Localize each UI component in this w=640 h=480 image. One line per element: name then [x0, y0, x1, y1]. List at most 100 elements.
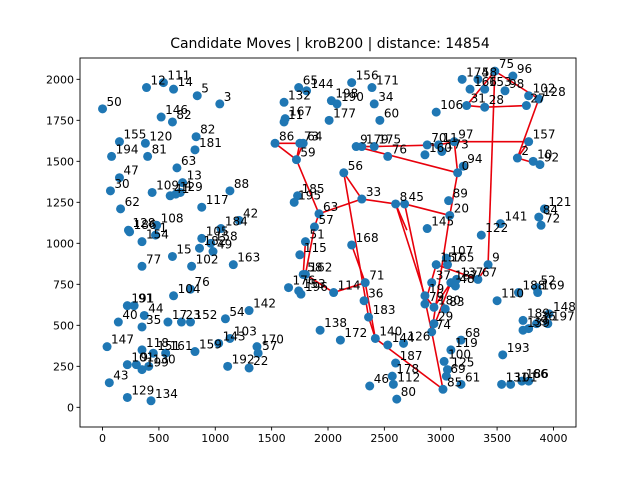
city-label-134: 37	[436, 269, 451, 283]
y-tick-label-7: 1750	[46, 114, 74, 127]
city-label-96: 8	[400, 190, 408, 204]
city-label-0: 50	[107, 95, 122, 109]
city-label-69: 134	[155, 387, 178, 401]
city-label-187: 186	[526, 367, 549, 381]
city-label-101: 58	[307, 260, 322, 274]
city-point-81	[375, 115, 385, 125]
city-point-90	[383, 151, 393, 161]
city-label-48: 23	[185, 308, 200, 322]
city-point-184	[498, 350, 508, 360]
city-point-170	[536, 220, 546, 230]
route-edge-17	[355, 145, 458, 174]
city-point-143	[429, 319, 439, 329]
city-label-76: 171	[376, 74, 399, 88]
city-label-149: 69	[450, 362, 465, 376]
city-point-3	[169, 84, 179, 94]
city-label-83: 73	[304, 129, 319, 143]
city-label-129: 145	[431, 215, 454, 229]
city-label-20: 4	[184, 178, 192, 192]
city-label-47: 17	[172, 308, 187, 322]
city-point-68	[122, 392, 132, 402]
city-point-27	[125, 227, 135, 237]
city-label-70: 65	[303, 74, 318, 88]
city-point-28	[151, 230, 161, 240]
city-label-171: 141	[504, 210, 527, 224]
city-label-33: 158	[215, 229, 238, 243]
city-label-78: 167	[289, 105, 312, 119]
city-label-31: 184	[225, 215, 248, 229]
city-label-85: 59	[300, 146, 315, 160]
city-point-22	[225, 186, 235, 196]
city-point-65	[223, 361, 233, 371]
city-point-72	[279, 97, 289, 107]
city-label-52: 147	[111, 333, 134, 347]
city-label-143: 29	[438, 310, 453, 324]
city-point-46	[137, 322, 147, 332]
city-label-114: 126	[408, 329, 431, 343]
city-label-169: 84	[543, 203, 558, 217]
city-point-139	[420, 291, 430, 301]
city-label-71: 144	[311, 77, 334, 91]
city-point-71	[302, 86, 312, 96]
y-tick-label-4: 1000	[46, 237, 74, 250]
route-edge-42	[484, 104, 527, 108]
city-point-23	[116, 204, 126, 214]
city-label-186: 101	[515, 370, 538, 384]
city-point-119	[392, 394, 402, 404]
city-point-60	[253, 348, 263, 358]
city-label-5: 3	[224, 90, 232, 104]
route-edge-32	[433, 282, 452, 308]
city-point-96	[391, 199, 401, 209]
city-label-66: 22	[253, 354, 268, 368]
route-edge-30	[435, 263, 479, 281]
city-label-80: 177	[333, 106, 356, 120]
city-label-64: 199	[146, 356, 169, 370]
city-point-149	[441, 371, 451, 381]
city-point-33	[206, 238, 216, 248]
city-point-76	[367, 83, 377, 93]
city-point-21	[171, 189, 181, 199]
city-point-77	[369, 99, 379, 109]
city-point-111	[364, 312, 374, 322]
city-point-117	[387, 371, 397, 381]
city-label-54: 151	[157, 339, 180, 353]
city-point-37	[187, 261, 197, 271]
city-point-154	[490, 66, 500, 76]
city-label-11: 81	[152, 142, 167, 156]
city-label-10: 194	[116, 142, 139, 156]
city-label-178: 189	[527, 306, 550, 320]
city-label-77: 34	[378, 90, 393, 104]
city-point-42	[122, 301, 132, 311]
city-label-67: 43	[113, 369, 128, 383]
city-point-36	[167, 251, 177, 261]
x-tick-label-8: 4000	[539, 432, 567, 445]
city-point-103	[284, 283, 294, 293]
x-tick-label-6: 3000	[427, 432, 455, 445]
city-label-51: 142	[253, 297, 276, 311]
city-label-63: 130	[153, 352, 176, 366]
city-point-187	[517, 376, 527, 386]
chart-title: Candidate Moves | kroB200 | distance: 14…	[170, 36, 490, 52]
city-label-110: 172	[344, 326, 367, 340]
x-tick-label-2: 1000	[201, 432, 229, 445]
city-point-48	[176, 317, 186, 327]
city-label-100: 168	[356, 231, 379, 245]
city-label-154: 75	[499, 57, 514, 71]
city-point-82	[270, 138, 280, 148]
city-label-161: 102	[533, 82, 556, 96]
city-label-86: 9	[360, 133, 368, 147]
city-label-17: 13	[187, 169, 202, 183]
city-label-151: 61	[465, 370, 480, 384]
city-point-150	[438, 384, 448, 394]
city-label-111: 183	[373, 303, 396, 317]
city-label-177: 110	[501, 287, 524, 301]
city-point-66	[244, 363, 254, 373]
city-point-40	[185, 284, 195, 294]
city-point-29	[137, 237, 147, 247]
city-point-152	[457, 74, 467, 84]
city-point-56	[190, 347, 200, 357]
city-label-105: 196	[305, 280, 328, 294]
city-point-53	[137, 345, 147, 355]
city-point-35	[208, 247, 218, 257]
city-label-124: 173	[446, 137, 469, 151]
